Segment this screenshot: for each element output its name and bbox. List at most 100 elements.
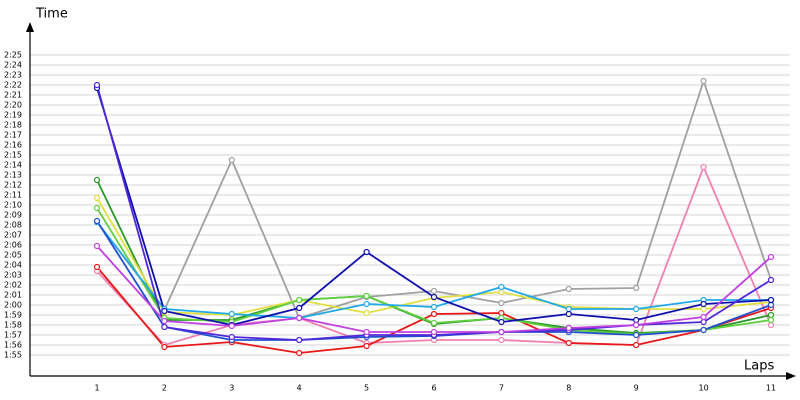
point	[363, 342, 370, 350]
y-tick-label: 2:16	[4, 141, 22, 150]
point	[767, 296, 775, 304]
point	[93, 81, 101, 89]
point	[161, 343, 168, 351]
y-tick-label: 2:25	[4, 51, 22, 60]
point	[430, 287, 438, 295]
x-axis-title: Laps	[744, 359, 774, 374]
point	[296, 349, 303, 357]
point	[633, 284, 640, 292]
point	[93, 204, 101, 212]
point	[363, 300, 370, 308]
point	[700, 313, 707, 321]
x-tick-label: 8	[566, 384, 571, 393]
y-tick-label: 2:12	[4, 181, 22, 190]
point	[363, 248, 370, 256]
point	[498, 309, 505, 317]
x-tick-label: 3	[229, 384, 234, 393]
point	[161, 317, 168, 325]
point	[430, 319, 438, 327]
point	[498, 336, 505, 344]
point	[700, 318, 707, 326]
point	[430, 328, 438, 336]
point	[296, 314, 303, 322]
y-tick-label: 2:08	[4, 221, 22, 230]
point	[296, 304, 303, 312]
point	[296, 336, 303, 344]
point	[565, 305, 572, 313]
point	[161, 323, 168, 331]
y-tick-label: 1:58	[4, 321, 22, 330]
y-tick-label: 2:19	[4, 111, 22, 120]
point	[93, 194, 101, 202]
y-tick-label: 2:03	[4, 271, 22, 280]
y-tick-label: 1:57	[4, 331, 22, 340]
y-tick-label: 2:17	[4, 131, 22, 140]
y-tick-label: 2:00	[4, 301, 22, 310]
point	[363, 292, 370, 300]
point	[565, 310, 572, 318]
point	[700, 77, 707, 85]
y-tick-label: 2:04	[4, 261, 22, 270]
y-tick-label: 2:11	[4, 191, 22, 200]
x-tick-label: 1	[94, 384, 99, 393]
y-tick-label: 2:22	[4, 81, 22, 90]
y-tick-label: 2:01	[4, 291, 22, 300]
y-tick-label: 2:07	[4, 231, 22, 240]
x-tick-label: 2	[162, 384, 167, 393]
point	[228, 333, 235, 341]
y-tick-label: 2:15	[4, 151, 22, 160]
point	[228, 322, 235, 330]
point	[700, 300, 707, 308]
point	[430, 293, 438, 301]
y-tick-label: 2:24	[4, 61, 22, 70]
x-tick-label: 10	[699, 384, 709, 393]
point	[700, 326, 707, 334]
point	[296, 296, 303, 304]
x-axis-arrow	[786, 372, 796, 380]
point	[363, 328, 370, 336]
point	[93, 242, 101, 250]
point	[93, 176, 101, 184]
point	[363, 309, 370, 317]
y-tick-label: 2:09	[4, 211, 22, 220]
point	[633, 331, 640, 339]
x-tick-label: 7	[499, 384, 504, 393]
point	[228, 310, 235, 318]
point	[93, 217, 101, 225]
point	[498, 283, 505, 291]
point	[767, 276, 775, 284]
point	[430, 303, 438, 311]
y-tick-label: 2:21	[4, 91, 22, 100]
point	[93, 263, 101, 271]
y-tick-label: 1:59	[4, 311, 22, 320]
y-tick-label: 2:23	[4, 71, 22, 80]
y-tick-label: 2:13	[4, 171, 22, 180]
point	[228, 156, 235, 164]
point	[767, 321, 775, 329]
point	[633, 321, 640, 329]
x-tick-label: 6	[431, 384, 436, 393]
y-tick-label: 2:14	[4, 161, 22, 170]
point	[565, 324, 572, 332]
point	[700, 305, 707, 313]
point	[700, 163, 707, 171]
x-tick-label: 5	[364, 384, 369, 393]
point	[633, 341, 640, 349]
y-tick-label: 1:55	[4, 351, 22, 360]
point	[565, 339, 572, 347]
y-axis-title: Time	[35, 7, 68, 22]
y-tick-label: 1:56	[4, 341, 22, 350]
point	[767, 311, 775, 319]
point	[633, 316, 640, 324]
y-tick-label: 2:05	[4, 251, 22, 260]
y-tick-label: 2:10	[4, 201, 22, 210]
point	[767, 301, 775, 309]
point	[430, 310, 438, 318]
point	[161, 307, 168, 315]
y-tick-label: 2:02	[4, 281, 22, 290]
point	[498, 328, 505, 336]
point	[767, 316, 775, 324]
point	[498, 299, 505, 307]
